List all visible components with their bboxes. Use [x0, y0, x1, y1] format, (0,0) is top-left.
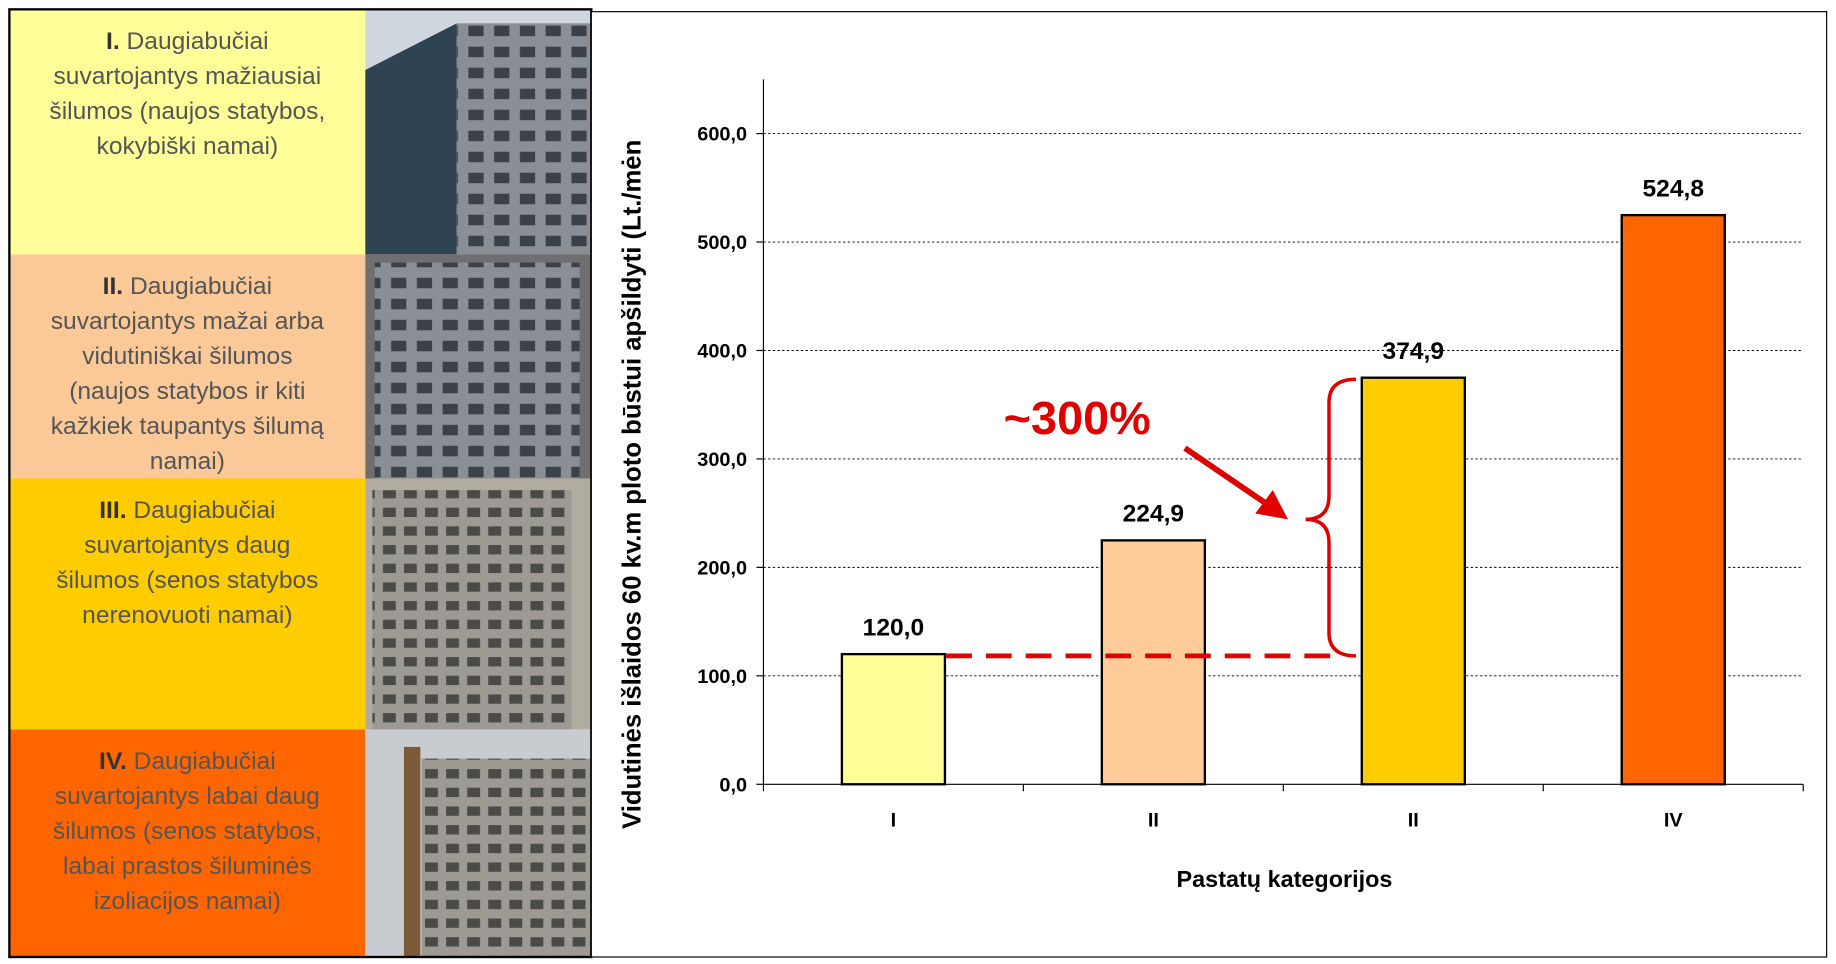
photo: [372, 490, 572, 730]
row-line: šilumos (senos statybos: [56, 567, 318, 594]
bar: [1620, 213, 1726, 786]
x-tick-label: II: [1148, 809, 1159, 831]
row-line: izoliacijos namai): [94, 888, 281, 915]
photo: [421, 758, 592, 957]
row-text: II. Daugiabučiai: [103, 273, 272, 300]
y-tick-label: 100,0: [697, 666, 747, 688]
row-line: suvartojantys mažiausiai: [54, 63, 322, 90]
panel-row: [9, 9, 366, 255]
row-line: šilumos (naujos statybos,: [49, 98, 325, 125]
row-numeral: III.: [99, 497, 126, 524]
value-label: 120,0: [863, 614, 924, 641]
row-line: namai): [150, 448, 225, 475]
y-tick-label: 300,0: [697, 449, 747, 471]
panel-row: [9, 254, 366, 479]
y-tick-label: 400,0: [697, 341, 747, 363]
row-line: šilumos (senos statybos,: [53, 818, 322, 845]
x-tick-label: II: [1408, 809, 1419, 831]
bar: [1360, 376, 1466, 786]
row-line: (naujos statybos ir kiti: [69, 378, 305, 405]
panel-row: [9, 478, 366, 730]
row-line: Daugiabučiai: [130, 273, 272, 300]
x-tick-label: IV: [1664, 809, 1684, 831]
row-line: suvartojantys mažai arba: [51, 308, 325, 335]
y-tick-label: 600,0: [697, 124, 747, 146]
panel-row: [9, 729, 366, 957]
row-numeral: IV.: [99, 748, 127, 775]
arrow-head: [1255, 490, 1289, 520]
row-text: I. Daugiabučiai: [106, 28, 269, 55]
row-numeral: II.: [103, 273, 123, 300]
bar: [840, 652, 947, 786]
photo: [456, 23, 592, 255]
y-tick-label: 200,0: [697, 557, 747, 579]
value-label: 524,8: [1642, 175, 1703, 202]
y-tick-label: 500,0: [697, 232, 747, 254]
arrow: [1183, 445, 1273, 509]
row-line: suvartojantys daug: [84, 532, 290, 559]
row-line: Daugiabučiai: [134, 748, 276, 775]
row-line: kažkiek taupantys šilumą: [51, 413, 325, 440]
photo: [365, 23, 457, 255]
photos: [365, 9, 592, 957]
photo: [374, 262, 580, 479]
legend-panel: I. Daugiabučiai suvartojantys mažiausiai š…: [9, 9, 366, 957]
row-text: III. Daugiabučiai: [99, 497, 275, 524]
row-line: kokybiški namai): [97, 133, 279, 160]
row-line: labai prastos šiluminės: [63, 853, 312, 880]
y-axis-label: Vidutinės išlaidos 60 kv.m ploto būstui …: [618, 140, 646, 829]
photo: [403, 746, 421, 957]
row-text: IV. Daugiabučiai: [99, 748, 276, 775]
brace: [1305, 377, 1356, 658]
row-line: Daugiabučiai: [127, 28, 269, 55]
row-line: suvartojantys labai daug: [55, 783, 320, 810]
annotation: ~300%: [1004, 392, 1151, 444]
value-label: 374,9: [1383, 338, 1444, 365]
value-label: 224,9: [1123, 501, 1184, 528]
row-numeral: I.: [106, 28, 120, 55]
row-line: nerenovuoti namai): [82, 602, 292, 629]
row-line: Daugiabučiai: [133, 497, 275, 524]
y-tick-label: 0,0: [719, 774, 747, 796]
chart: 0,0 100,0 200,0 300,0 400,0 500,0 600,0 I 120,0 I…: [697, 79, 1804, 831]
x-tick-label: I: [891, 809, 897, 831]
row-line: vidutiniškai šilumos: [82, 343, 292, 370]
x-axis-label: Pastatų kategorijos: [1177, 866, 1393, 892]
bar: [1100, 539, 1207, 786]
